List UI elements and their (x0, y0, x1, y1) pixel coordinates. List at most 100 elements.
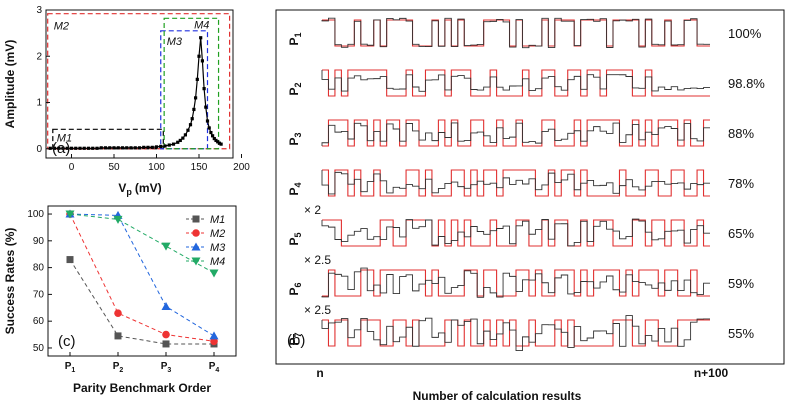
panel-b-row-label-base-2: P (287, 138, 301, 146)
panel-a-region-label-M3: M3 (167, 36, 183, 48)
panel-b-xlabel: Number of calculation results (413, 389, 582, 403)
panel-a-point-13 (103, 146, 108, 150)
panel-b-row-rate-1: 98.8% (728, 76, 765, 91)
panel-a-point-22 (142, 145, 146, 149)
panel-a-xtick-label-1: 50 (108, 162, 120, 173)
panel-c-xtick-sub-0: 1 (71, 367, 75, 374)
panel-c-point-M4-1 (113, 215, 123, 224)
panel-a-point-23 (146, 145, 150, 149)
panel-a-point-46 (207, 126, 211, 130)
panel-a-point-50 (214, 138, 218, 143)
panel-a-xlabel: Vp (mV) (118, 181, 161, 197)
panel-b-row-label-sub-2: 3 (293, 132, 303, 137)
panel-b-row-label-5: P6 (287, 282, 303, 295)
panel-a-point-8 (82, 146, 86, 150)
panel-b-label: (b) (287, 332, 305, 349)
panel-a-point-12 (99, 146, 103, 150)
panel-c-xtick-sub-3: 4 (215, 367, 219, 374)
panel-b-row-rate-3: 78% (728, 176, 754, 191)
panel-a-point-48 (211, 134, 215, 138)
panel-a-point-35 (188, 123, 193, 127)
panel-a-point-51 (216, 140, 220, 144)
panel-a-point-32 (181, 136, 185, 140)
panel-a-ytick-label-2: 2 (36, 51, 42, 62)
panel-a-point-41 (199, 36, 203, 40)
panel-c-point-M4-2 (161, 242, 171, 251)
panel-c-xtick-sub-1: 2 (119, 367, 123, 374)
panel-a-point-10 (91, 146, 95, 150)
panel-b-row-rate-2: 88% (728, 126, 754, 141)
panel-c-legend-label-M2: M2 (210, 228, 225, 240)
panel-c-point-M2-2 (162, 330, 170, 339)
panel-b-measured-0 (321, 17, 710, 49)
panel-c-point-M1-2 (162, 340, 170, 348)
panel-a-point-17 (120, 146, 125, 150)
panel-b-x-end: n+100 (694, 366, 729, 380)
panel-c-legend: M1 M2 M3 M4 (186, 214, 226, 268)
panel-a-point-37 (192, 107, 196, 112)
panel-b-row-label-1: P2 (287, 82, 303, 95)
panel-a-point-47 (209, 130, 213, 135)
panel-c-point-M3-3 (209, 331, 219, 340)
panel-a-point-5 (69, 146, 74, 150)
panel-c-legend-label-M4: M4 (210, 256, 225, 268)
panel-c-xtick-base-0: P (65, 361, 72, 372)
panel-a-region-label-M4: M4 (194, 19, 209, 31)
panel-a-point-33 (183, 133, 187, 137)
panel-a-point-52 (217, 141, 221, 145)
panel-a-point-18 (125, 146, 129, 150)
panel-b-row-label-6: P7 (287, 332, 303, 345)
panel-a-region-label-M2: M2 (54, 21, 69, 33)
panel-a-series (48, 36, 223, 150)
panel-b-row-label-base-1: P (287, 88, 301, 96)
panel-c-legend-marker-M4 (191, 257, 201, 266)
panel-a-point-2 (57, 146, 61, 150)
panel-c-point-M4-3 (209, 269, 219, 278)
panel-a-point-29 (171, 142, 176, 146)
panel-b-row-scale-4: × 2 (304, 203, 321, 217)
panel-c-label: (c) (58, 333, 76, 350)
panel-a-point-40 (197, 54, 201, 58)
panel-a-xtick-label-4: 200 (233, 162, 250, 173)
panel-a-ytick-label-1: 1 (36, 98, 42, 109)
panel-c-point-M4-0 (65, 210, 75, 219)
panel-b-row-scale-5: × 2.5 (304, 253, 331, 267)
panel-c-line-M2 (69, 213, 215, 342)
panel-b-frame (275, 9, 785, 365)
panel-b-row-label-4: P5 (287, 232, 303, 245)
panel-a-regions: M1 M2 M3 M4 (47, 13, 231, 150)
panel-c-line-M4 (69, 213, 215, 274)
panel-a-region-M4 (163, 17, 220, 150)
panel-a-point-27 (163, 144, 167, 148)
panel-b-row-rate-6: 55% (728, 326, 754, 341)
panel-c-series (65, 209, 219, 348)
panel-b-row-label-3: P4 (287, 182, 303, 195)
panel-a-ytick-label-0: 0 (36, 144, 42, 155)
panel-a-point-28 (167, 143, 171, 147)
panel-a-ylabel: Amplitude (mV) (3, 40, 17, 129)
panel-b-ideal-1 (322, 69, 710, 97)
panel-a-frame (45, 9, 234, 159)
panel-c-point-M3-2 (161, 301, 171, 310)
panel-c-ytick-label-0: 50 (33, 343, 45, 354)
panel-a-point-38 (194, 96, 198, 100)
panel-b-row-label-sub-6: 7 (293, 332, 303, 337)
panel-a-xtick-label-3: 150 (191, 162, 208, 173)
panel-b-row-label-base-4: P (287, 238, 301, 246)
panel-a-point-9 (86, 146, 91, 150)
panel-c-ytick-label-1: 60 (33, 316, 45, 327)
panel-c-ytick-label-4: 90 (33, 236, 45, 247)
panel-a-xlabel-var: V (118, 181, 126, 195)
panel-b-row-label-base-0: P (287, 38, 301, 46)
panel-a-point-31 (178, 138, 182, 143)
panel-b-measured-3 (321, 170, 710, 195)
panel-c-ytick-label-3: 80 (33, 263, 45, 274)
panel-a: M1 M2 M3 M4 0 50 100 150 200 0 1 2 3 (a) Amplitude … (3, 5, 250, 197)
panel-b-row-label-0: P1 (287, 32, 303, 45)
panel-c-xtick-base-1: P (113, 361, 120, 372)
panel-a-point-16 (116, 146, 120, 150)
panel-a-point-43 (202, 87, 206, 91)
panel-b-rows: P1 100%P2 98.8%P3 88%P4 78%P5 65%× 2P6 59%× 2.… (287, 17, 765, 352)
panel-a-point-42 (200, 59, 204, 63)
